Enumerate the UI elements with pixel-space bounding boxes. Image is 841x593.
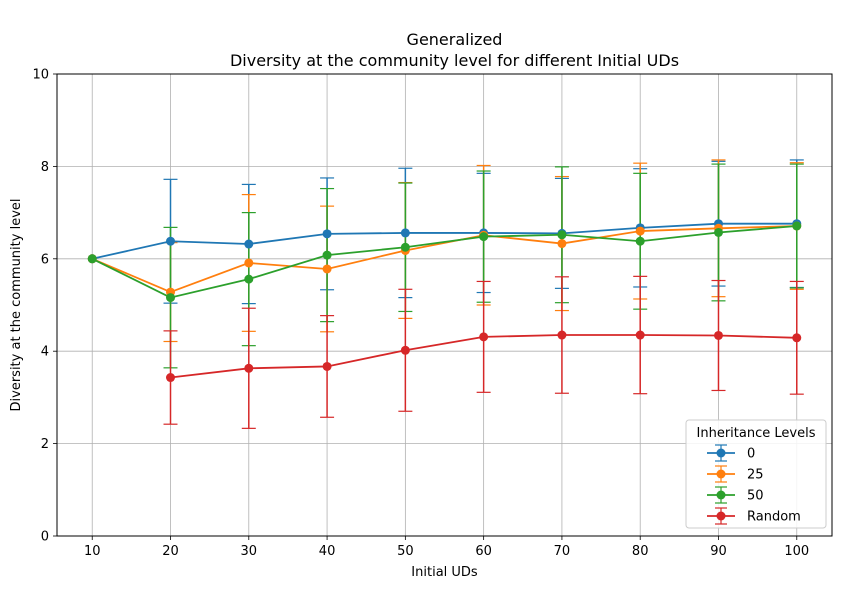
- data-point: [479, 232, 489, 242]
- series-line: [91, 225, 797, 294]
- legend-marker: [716, 490, 726, 500]
- data-point: [635, 330, 645, 340]
- y-tick-label: 10: [32, 68, 49, 83]
- data-point: [166, 236, 176, 246]
- data-point: [400, 228, 410, 238]
- data-point: [792, 333, 802, 343]
- x-tick-label: 30: [241, 544, 258, 559]
- y-tick-label: 2: [41, 437, 49, 452]
- data-point: [713, 330, 723, 340]
- plot-area-frame: [56, 73, 833, 537]
- legend-title: Inheritance Levels: [697, 426, 816, 441]
- x-axis-label: Initial UDs: [411, 565, 478, 580]
- legend-marker: [716, 448, 726, 458]
- x-axis-ticks: 10 20 30 40 50 60 70 80 90 100: [84, 536, 809, 559]
- legend-marker: [716, 511, 726, 521]
- y-tick-label: 0: [41, 530, 49, 545]
- data-point: [713, 227, 723, 237]
- data-point: [479, 332, 489, 342]
- data-point: [635, 236, 645, 246]
- y-tick-label: 8: [41, 160, 49, 175]
- legend-entries: 0 25 50 Random: [707, 444, 801, 525]
- data-point: [557, 239, 567, 249]
- legend-label: Random: [747, 510, 801, 525]
- legend: Inheritance Levels 0 25 50 Random: [685, 419, 827, 529]
- data-point: [792, 221, 802, 231]
- data-point: [400, 345, 410, 355]
- chart-title: Generalized: [407, 30, 503, 49]
- data-point: [166, 293, 176, 303]
- y-axis-ticks: 0 2 4 6 8 10: [32, 68, 57, 545]
- error-bars: [163, 159, 804, 429]
- x-tick-label: 50: [397, 544, 414, 559]
- series-lines: [91, 222, 797, 379]
- data-point: [557, 330, 567, 340]
- chart-subtitle: Diversity at the community level for dif…: [230, 51, 679, 70]
- data-point: [322, 229, 332, 239]
- data-point: [244, 258, 254, 268]
- data-point: [322, 264, 332, 274]
- data-point: [166, 373, 176, 383]
- legend-label: 25: [747, 468, 764, 483]
- data-point: [244, 363, 254, 373]
- y-axis-label: Diversity at the community level: [9, 199, 24, 412]
- data-point: [244, 274, 254, 284]
- x-tick-label: 70: [554, 544, 571, 559]
- legend-marker: [716, 469, 726, 479]
- x-tick-label: 100: [784, 544, 809, 559]
- series-line: [92, 222, 797, 260]
- data-point: [322, 361, 332, 371]
- data-point: [322, 250, 332, 260]
- data-point: [635, 226, 645, 236]
- x-tick-label: 40: [319, 544, 336, 559]
- x-tick-label: 20: [162, 544, 179, 559]
- x-tick-label: 90: [710, 544, 727, 559]
- x-tick-label: 10: [84, 544, 101, 559]
- x-tick-label: 80: [632, 544, 649, 559]
- y-tick-label: 4: [41, 345, 49, 360]
- data-point: [244, 239, 254, 249]
- x-tick-label: 60: [475, 544, 492, 559]
- y-tick-label: 6: [41, 252, 49, 267]
- data-point: [400, 242, 410, 252]
- data-point: [557, 230, 567, 240]
- data-point: [87, 254, 97, 264]
- series-markers: [87, 219, 802, 383]
- series-line: [91, 225, 797, 299]
- legend-label: 0: [747, 447, 755, 462]
- legend-label: 50: [747, 489, 764, 504]
